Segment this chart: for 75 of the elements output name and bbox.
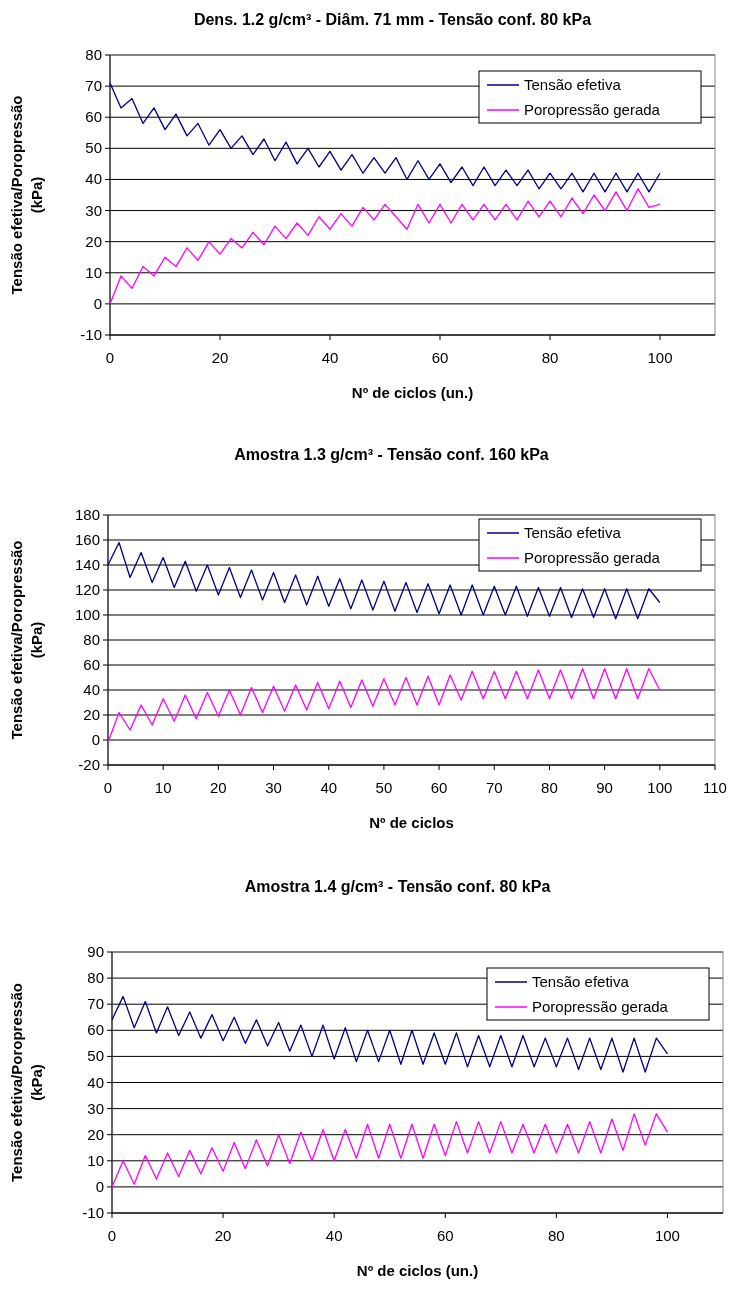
y-tick-label: 180: [74, 506, 100, 523]
chart-title: Amostra 1.3 g/cm³ - Tensão conf. 160 kPa: [234, 446, 549, 463]
y-tick-label: 160: [74, 531, 100, 548]
x-tick-label: 90: [596, 779, 613, 796]
y-tick-label: 80: [83, 631, 100, 648]
legend-label: Poropressão gerada: [524, 101, 661, 118]
y-tick-label: 0: [91, 731, 100, 748]
y-tick-label: 50: [85, 139, 102, 157]
x-tick-label: 110: [703, 779, 727, 796]
y-tick-label: 20: [83, 706, 100, 723]
x-tick-label: 40: [325, 1227, 343, 1244]
y-axis-title: Tensão efetiva/Poropressão (kPa): [8, 983, 45, 1182]
y-tick-label: 10: [87, 1151, 104, 1169]
y-tick-label: 40: [87, 1073, 104, 1091]
line-series: [109, 188, 661, 305]
x-tick-label: 60: [431, 349, 449, 366]
x-tick-label: 50: [375, 779, 393, 796]
x-tick-label: 70: [485, 779, 503, 796]
y-tick-label: 30: [87, 1099, 104, 1117]
y-axis-title: Tensão efetiva/Poropressão (kPa): [8, 540, 45, 740]
x-tick-label: 40: [321, 349, 339, 366]
y-tick-label: 60: [85, 108, 102, 126]
y-tick-label: 0: [93, 294, 102, 312]
y-tick-label: 70: [85, 77, 102, 95]
x-tick-label: 80: [541, 779, 558, 796]
x-axis-title: Nº de ciclos (un.): [351, 384, 474, 401]
y-tick-label: 0: [95, 1177, 104, 1195]
x-tick-label: 100: [647, 779, 673, 796]
x-tick-label: 100: [647, 349, 673, 366]
x-tick-label: 40: [320, 779, 338, 796]
x-axis-title: Nº de ciclos: [369, 814, 454, 831]
y-tick-label: -20: [78, 756, 100, 773]
y-tick-label: 80: [87, 969, 104, 987]
x-tick-label: 100: [654, 1227, 680, 1244]
x-tick-label: 80: [548, 1227, 565, 1244]
x-tick-label: 10: [154, 779, 172, 796]
legend-label: Tensão efetiva: [524, 524, 622, 541]
line-series: [111, 995, 669, 1073]
x-tick-label: 80: [541, 349, 559, 366]
x-tick-label: 20: [211, 349, 229, 366]
x-axis-title: Nº de ciclos (un.): [356, 1262, 479, 1279]
y-tick-label: 70: [87, 995, 104, 1013]
y-axis-title: Tensão efetiva/Poropressão (kPa): [8, 95, 45, 295]
y-tick-label: -10: [82, 1204, 104, 1221]
x-tick-label: 0: [107, 1227, 117, 1244]
legend-label: Poropressão gerada: [524, 549, 661, 566]
x-tick-label: 30: [265, 779, 282, 796]
legend-label: Tensão efetiva: [524, 76, 622, 93]
x-tick-label: 0: [105, 349, 115, 366]
line-series: [107, 668, 661, 744]
y-tick-label: -10: [80, 326, 102, 343]
line-series: [111, 1113, 669, 1188]
y-tick-label: 50: [87, 1047, 104, 1065]
y-tick-label: 90: [87, 943, 104, 960]
y-tick-label: 80: [85, 46, 102, 63]
chart-title: Amostra 1.4 g/cm³ - Tensão conf. 80 kPa: [244, 878, 551, 895]
y-tick-label: 30: [85, 201, 102, 219]
line-series: [107, 541, 661, 620]
y-tick-label: 20: [87, 1125, 104, 1143]
y-tick-label: 140: [74, 556, 100, 573]
x-tick-label: 60: [436, 1227, 454, 1244]
y-tick-label: 40: [85, 170, 102, 188]
y-tick-label: 10: [85, 263, 102, 281]
y-tick-label: 100: [74, 606, 100, 623]
legend-label: Poropressão gerada: [532, 998, 669, 1015]
legend-label: Tensão efetiva: [532, 973, 630, 990]
y-tick-label: 60: [87, 1021, 104, 1039]
x-tick-label: 20: [210, 779, 227, 796]
y-tick-label: 120: [74, 581, 100, 598]
x-tick-label: 20: [214, 1227, 232, 1244]
chart-title: Dens. 1.2 g/cm³ - Diâm. 71 mm - Tensão conf. 80 kPa: [193, 11, 592, 28]
x-tick-label: 60: [430, 779, 448, 796]
y-tick-label: 20: [85, 232, 102, 250]
y-tick-label: 60: [83, 656, 100, 673]
y-tick-label: 40: [83, 681, 100, 698]
